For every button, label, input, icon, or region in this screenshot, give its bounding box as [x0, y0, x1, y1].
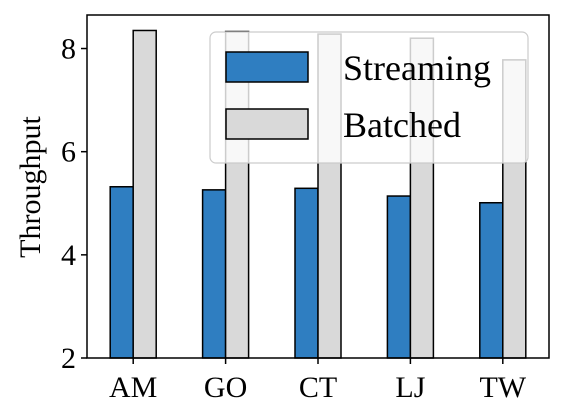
- x-tick-label-am: AM: [109, 371, 157, 404]
- y-axis-title: Throughput: [14, 116, 47, 258]
- plot-frame: [86, 14, 550, 359]
- y-tick-label-8: 8: [61, 33, 76, 66]
- bar-streaming-am: [109, 186, 134, 359]
- x-tick-label-lj: LJ: [395, 371, 425, 404]
- x-tick-label-go: GO: [204, 371, 247, 404]
- bar-streaming-ct: [294, 187, 319, 359]
- legend-label-batched: Batched: [343, 105, 461, 145]
- x-tick-label-ct: CT: [299, 371, 337, 404]
- legend-label-streaming: Streaming: [343, 48, 491, 88]
- y-tick-label-4: 4: [61, 239, 76, 272]
- y-tick-label-6: 6: [61, 136, 76, 169]
- y-tick-label-2: 2: [61, 342, 76, 375]
- legend-swatch-batched: [225, 108, 309, 140]
- x-tick-label-tw: TW: [479, 371, 526, 404]
- bar-streaming-lj: [386, 195, 412, 359]
- bar-batched-am: [132, 29, 157, 359]
- legend-swatch-streaming: [225, 51, 309, 83]
- bar-streaming-tw: [479, 201, 504, 359]
- legend: Streaming Batched: [209, 31, 529, 164]
- axes-layer: AM GO CT LJ TW 2 4 6 8: [61, 14, 550, 404]
- bar-streaming-go: [201, 189, 227, 359]
